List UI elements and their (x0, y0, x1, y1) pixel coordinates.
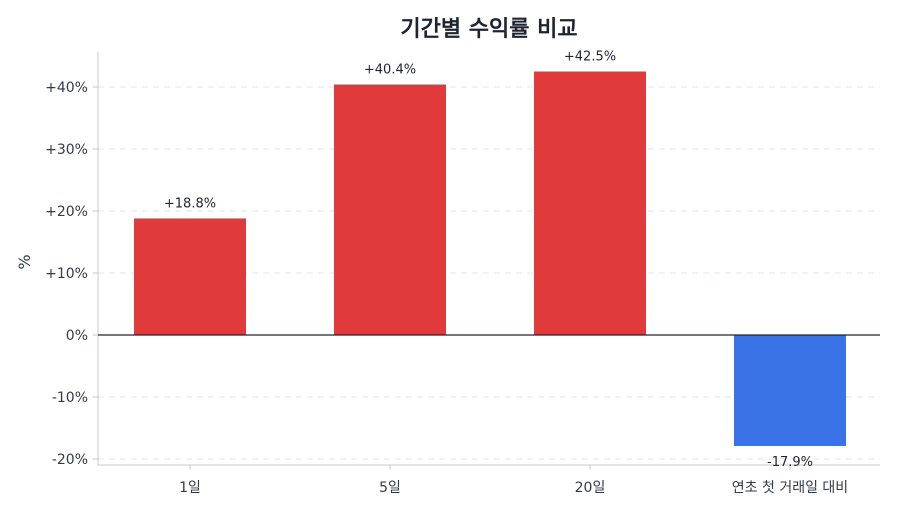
bar (734, 335, 846, 446)
data-label: +18.8% (164, 196, 216, 211)
bar (534, 71, 646, 335)
axes (93, 52, 880, 470)
y-axis-title: % (15, 254, 34, 269)
bar (134, 218, 246, 335)
y-tick-label: +40% (45, 80, 88, 96)
x-tick-label: 1일 (179, 480, 201, 496)
y-tick-label: 0% (66, 328, 88, 344)
y-tick-label: -10% (52, 390, 88, 406)
y-tick-label: -20% (52, 452, 88, 468)
y-tick-label: +10% (45, 266, 88, 282)
x-tick-label: 20일 (575, 480, 606, 496)
x-tick-label: 연초 첫 거래일 대비 (732, 480, 848, 496)
data-label: +40.4% (364, 63, 416, 78)
bars (134, 71, 846, 446)
y-tick-label: +20% (45, 204, 88, 220)
labels: -20% -10% 0% +10% +20% +30% +40% +18.8% 1일 +40.4%… (45, 50, 848, 497)
data-label: -17.9% (767, 455, 813, 470)
chart-title: 기간별 수익률 비교 (400, 17, 577, 42)
data-label: +42.5% (564, 50, 616, 65)
bar (334, 84, 446, 336)
x-tick-label: 5일 (379, 480, 401, 496)
y-tick-label: +30% (45, 142, 88, 158)
